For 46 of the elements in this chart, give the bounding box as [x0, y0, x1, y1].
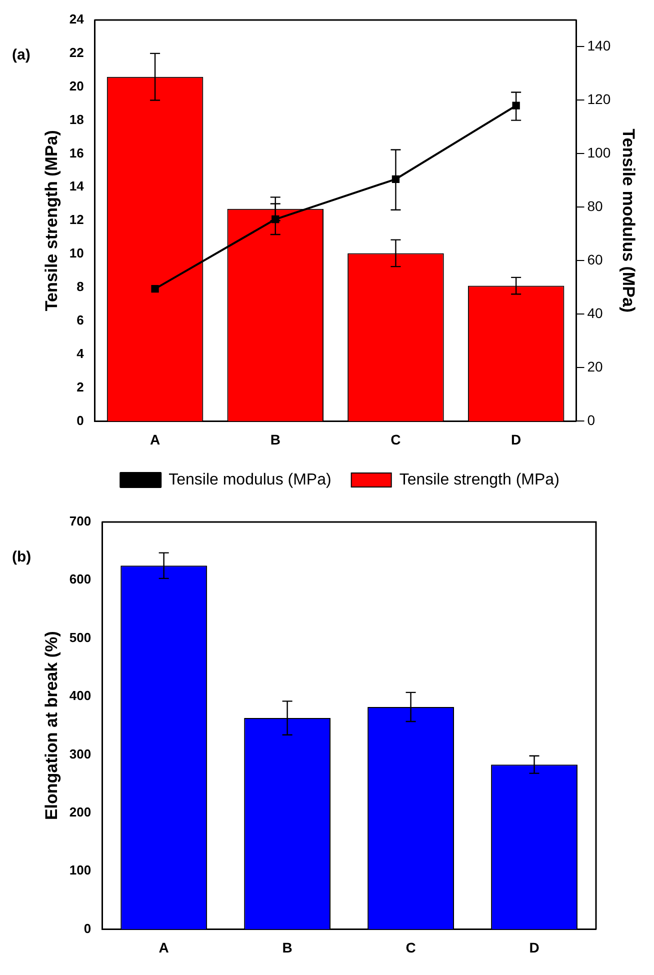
- x-tick-label: C: [406, 939, 416, 956]
- y-tick-label: 24: [69, 12, 85, 27]
- y-tick-label: 700: [69, 514, 92, 529]
- y-tick-label: 200: [69, 804, 92, 820]
- y-tick-label: 6: [76, 312, 84, 328]
- y2-tick-label: 120: [587, 91, 611, 108]
- legend-label: Tensile strength (MPa): [399, 471, 560, 488]
- text: (b): [12, 548, 32, 566]
- y-axis-title: Elongation at break (%): [42, 631, 61, 820]
- y2-tick-label: 60: [587, 252, 604, 268]
- y2-tick-label: 80: [587, 198, 604, 214]
- x-tick-label: D: [529, 939, 540, 956]
- y-tick-label: 10: [69, 246, 84, 261]
- x-tick-label: A: [158, 939, 169, 956]
- y2-axis-title: Tensile modulus (MPa): [619, 128, 638, 313]
- x-tick-label: D: [511, 431, 522, 448]
- y-tick-label: 500: [69, 630, 92, 645]
- y-tick-label: 0: [84, 920, 92, 936]
- y-tick-label: 12: [69, 212, 84, 228]
- y-tick-label: 2: [76, 379, 84, 394]
- y2-tick-label: 40: [587, 305, 604, 322]
- y-tick-label: 18: [69, 112, 84, 127]
- y-tick-label: 300: [69, 746, 92, 762]
- legend-label: Tensile modulus (MPa): [168, 471, 332, 488]
- y-tick-label: 400: [69, 688, 92, 704]
- y-tick-label: 14: [69, 178, 85, 194]
- y-tick-label: 0: [76, 412, 84, 428]
- y2-tick-label: 0: [587, 412, 596, 428]
- x-tick-label: A: [150, 431, 160, 448]
- y-tick-label: 22: [69, 45, 84, 60]
- y2-tick-label: 20: [587, 358, 604, 375]
- text: (a): [12, 46, 30, 64]
- y-tick-label: 8: [76, 279, 84, 294]
- point: [151, 284, 159, 293]
- y-tick-label: 600: [69, 572, 92, 587]
- x-tick-label: B: [282, 939, 292, 956]
- y-tick-label: 16: [69, 145, 84, 160]
- y2-tick-label: 100: [587, 144, 611, 161]
- y-tick-label: 20: [69, 78, 84, 94]
- y-tick-label: 100: [69, 862, 92, 878]
- y2-tick-label: 140: [587, 38, 611, 54]
- point: [512, 102, 520, 110]
- y-tick-label: 4: [76, 346, 85, 361]
- x-tick-label: B: [270, 431, 280, 448]
- x-tick-label: C: [390, 431, 401, 448]
- y-axis-title: Tensile strength (MPa): [42, 130, 61, 312]
